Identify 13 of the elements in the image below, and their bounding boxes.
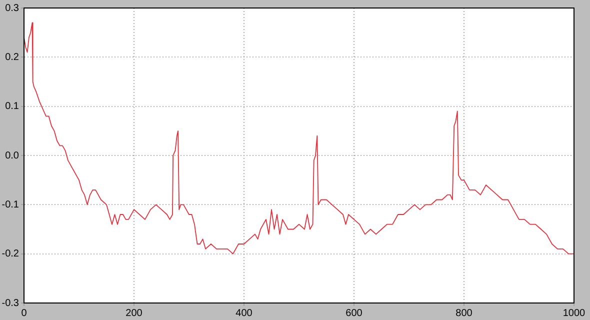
y-tick-label: -0.2 bbox=[2, 248, 20, 260]
y-tick-label: -0.3 bbox=[2, 298, 20, 309]
y-tick-label: 0.1 bbox=[5, 101, 20, 112]
x-tick-label: 1000 bbox=[562, 308, 586, 319]
x-tick-label: 400 bbox=[236, 308, 253, 319]
x-tick-label: 600 bbox=[346, 308, 363, 319]
x-tick-label: 200 bbox=[126, 308, 143, 319]
y-tick-label: 0.3 bbox=[5, 2, 20, 14]
y-tick-label: 0.0 bbox=[5, 150, 20, 162]
x-tick-label: 800 bbox=[456, 308, 473, 319]
y-tick-label: 0.2 bbox=[5, 52, 20, 63]
y-tick-label: -0.1 bbox=[2, 199, 20, 210]
x-tick-label: 0 bbox=[21, 308, 28, 319]
